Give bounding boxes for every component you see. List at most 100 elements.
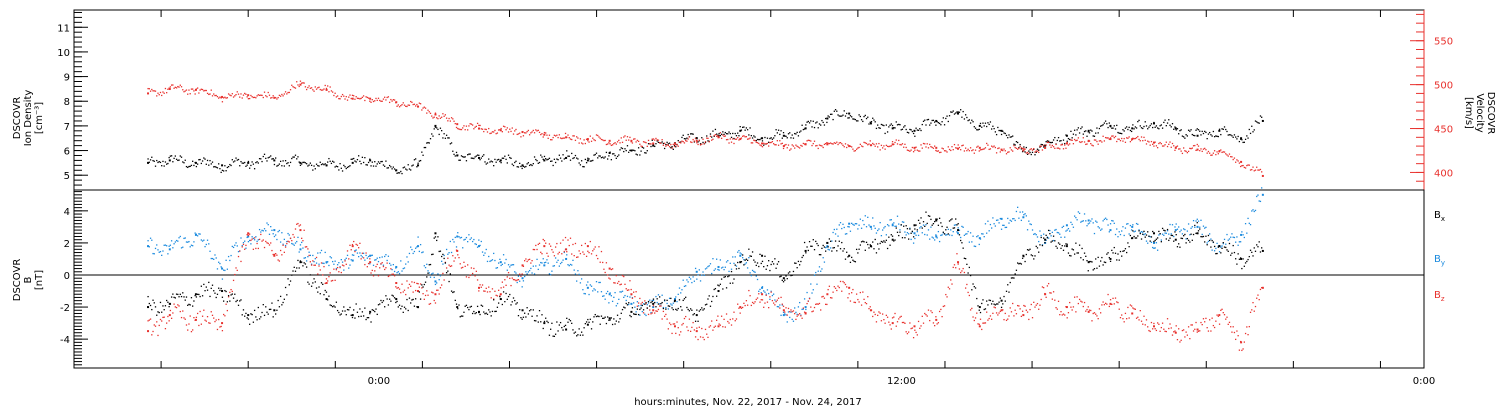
velocity-point [924, 143, 926, 145]
velocity-point [834, 142, 837, 144]
velocity-point [908, 149, 910, 152]
bz-point [414, 289, 417, 292]
by-point [354, 249, 356, 252]
bz-point [387, 275, 390, 278]
density-point [905, 128, 907, 131]
bx-point [251, 313, 253, 316]
by-point [268, 233, 271, 235]
bx-point [353, 309, 355, 311]
bz-point [277, 259, 279, 261]
density-point [250, 164, 252, 167]
bz-point [999, 310, 1001, 313]
velocity-point [801, 145, 803, 147]
velocity-point [1003, 148, 1005, 150]
bz-point [718, 323, 720, 325]
by-point [524, 275, 526, 278]
velocity-point [551, 139, 553, 141]
bx-point [614, 323, 616, 325]
density-point [288, 165, 290, 167]
velocity-point [495, 133, 497, 135]
bz-point [548, 243, 551, 245]
bz-point [443, 279, 445, 281]
by-point [780, 314, 782, 316]
velocity-point [745, 136, 748, 138]
bz-point [765, 294, 767, 296]
bx-point [891, 238, 894, 241]
by-point [213, 258, 215, 260]
by-point [151, 239, 153, 241]
density-point [1243, 141, 1245, 143]
density-point [692, 133, 694, 135]
velocity-point [624, 135, 626, 137]
bz-point [978, 323, 980, 325]
bz-point [945, 293, 947, 296]
velocity-point [375, 97, 377, 100]
by-point [652, 299, 655, 302]
bx-point [1021, 257, 1024, 259]
bz-point [1197, 330, 1200, 332]
density-point [1160, 124, 1162, 126]
velocity-point [168, 87, 170, 89]
density-point [262, 155, 264, 158]
by-point [453, 241, 455, 243]
velocity-point [765, 143, 767, 145]
bx-point [194, 294, 196, 297]
by-point [1213, 250, 1216, 252]
bx-point [608, 319, 610, 321]
velocity-point [611, 144, 614, 146]
by-point [1158, 234, 1160, 236]
density-point [220, 171, 222, 174]
by-point [253, 239, 256, 241]
bx-point [559, 321, 562, 324]
velocity-point [1194, 144, 1196, 147]
bx-point [860, 241, 863, 243]
bz-point [251, 238, 253, 240]
density-point [335, 165, 338, 167]
density-point [1142, 127, 1144, 130]
bz-point [1102, 301, 1104, 303]
by-point [1130, 229, 1133, 231]
velocity-point [922, 142, 925, 145]
velocity-point [299, 80, 302, 82]
bz-point [592, 250, 594, 252]
bx-point [258, 318, 261, 320]
bx-point [837, 245, 839, 247]
by-point [204, 245, 206, 248]
bx-point [839, 248, 842, 250]
velocity-point [543, 133, 546, 136]
velocity-point [464, 129, 466, 131]
bz-point [1059, 314, 1061, 316]
velocity-point [655, 137, 657, 140]
bz-point [564, 236, 567, 239]
velocity-point [1196, 143, 1198, 146]
bz-point [794, 312, 796, 315]
bx-point [841, 241, 843, 244]
by-point [981, 233, 983, 235]
velocity-point [1252, 166, 1254, 168]
density-point [427, 141, 429, 144]
bx-point [272, 316, 274, 318]
bx-point [590, 328, 593, 330]
by-point [559, 262, 562, 265]
bz-point [1100, 312, 1102, 314]
velocity-point [473, 128, 475, 130]
bx-point [216, 293, 219, 295]
density-point [292, 156, 294, 158]
bx-point [545, 317, 547, 319]
by-point [634, 306, 636, 308]
velocity-point [735, 138, 738, 140]
velocity-point [646, 145, 648, 147]
bz-point [356, 244, 359, 246]
bz-point [751, 301, 754, 304]
bz-point [232, 279, 235, 282]
density-point [761, 137, 764, 140]
velocity-point [1102, 135, 1104, 137]
density-point [521, 164, 524, 167]
bx-point [426, 276, 428, 278]
by-point [1253, 210, 1255, 213]
by-point [1076, 219, 1078, 221]
by-point [987, 220, 989, 222]
bz-point [713, 326, 715, 328]
bx-point [416, 306, 418, 308]
